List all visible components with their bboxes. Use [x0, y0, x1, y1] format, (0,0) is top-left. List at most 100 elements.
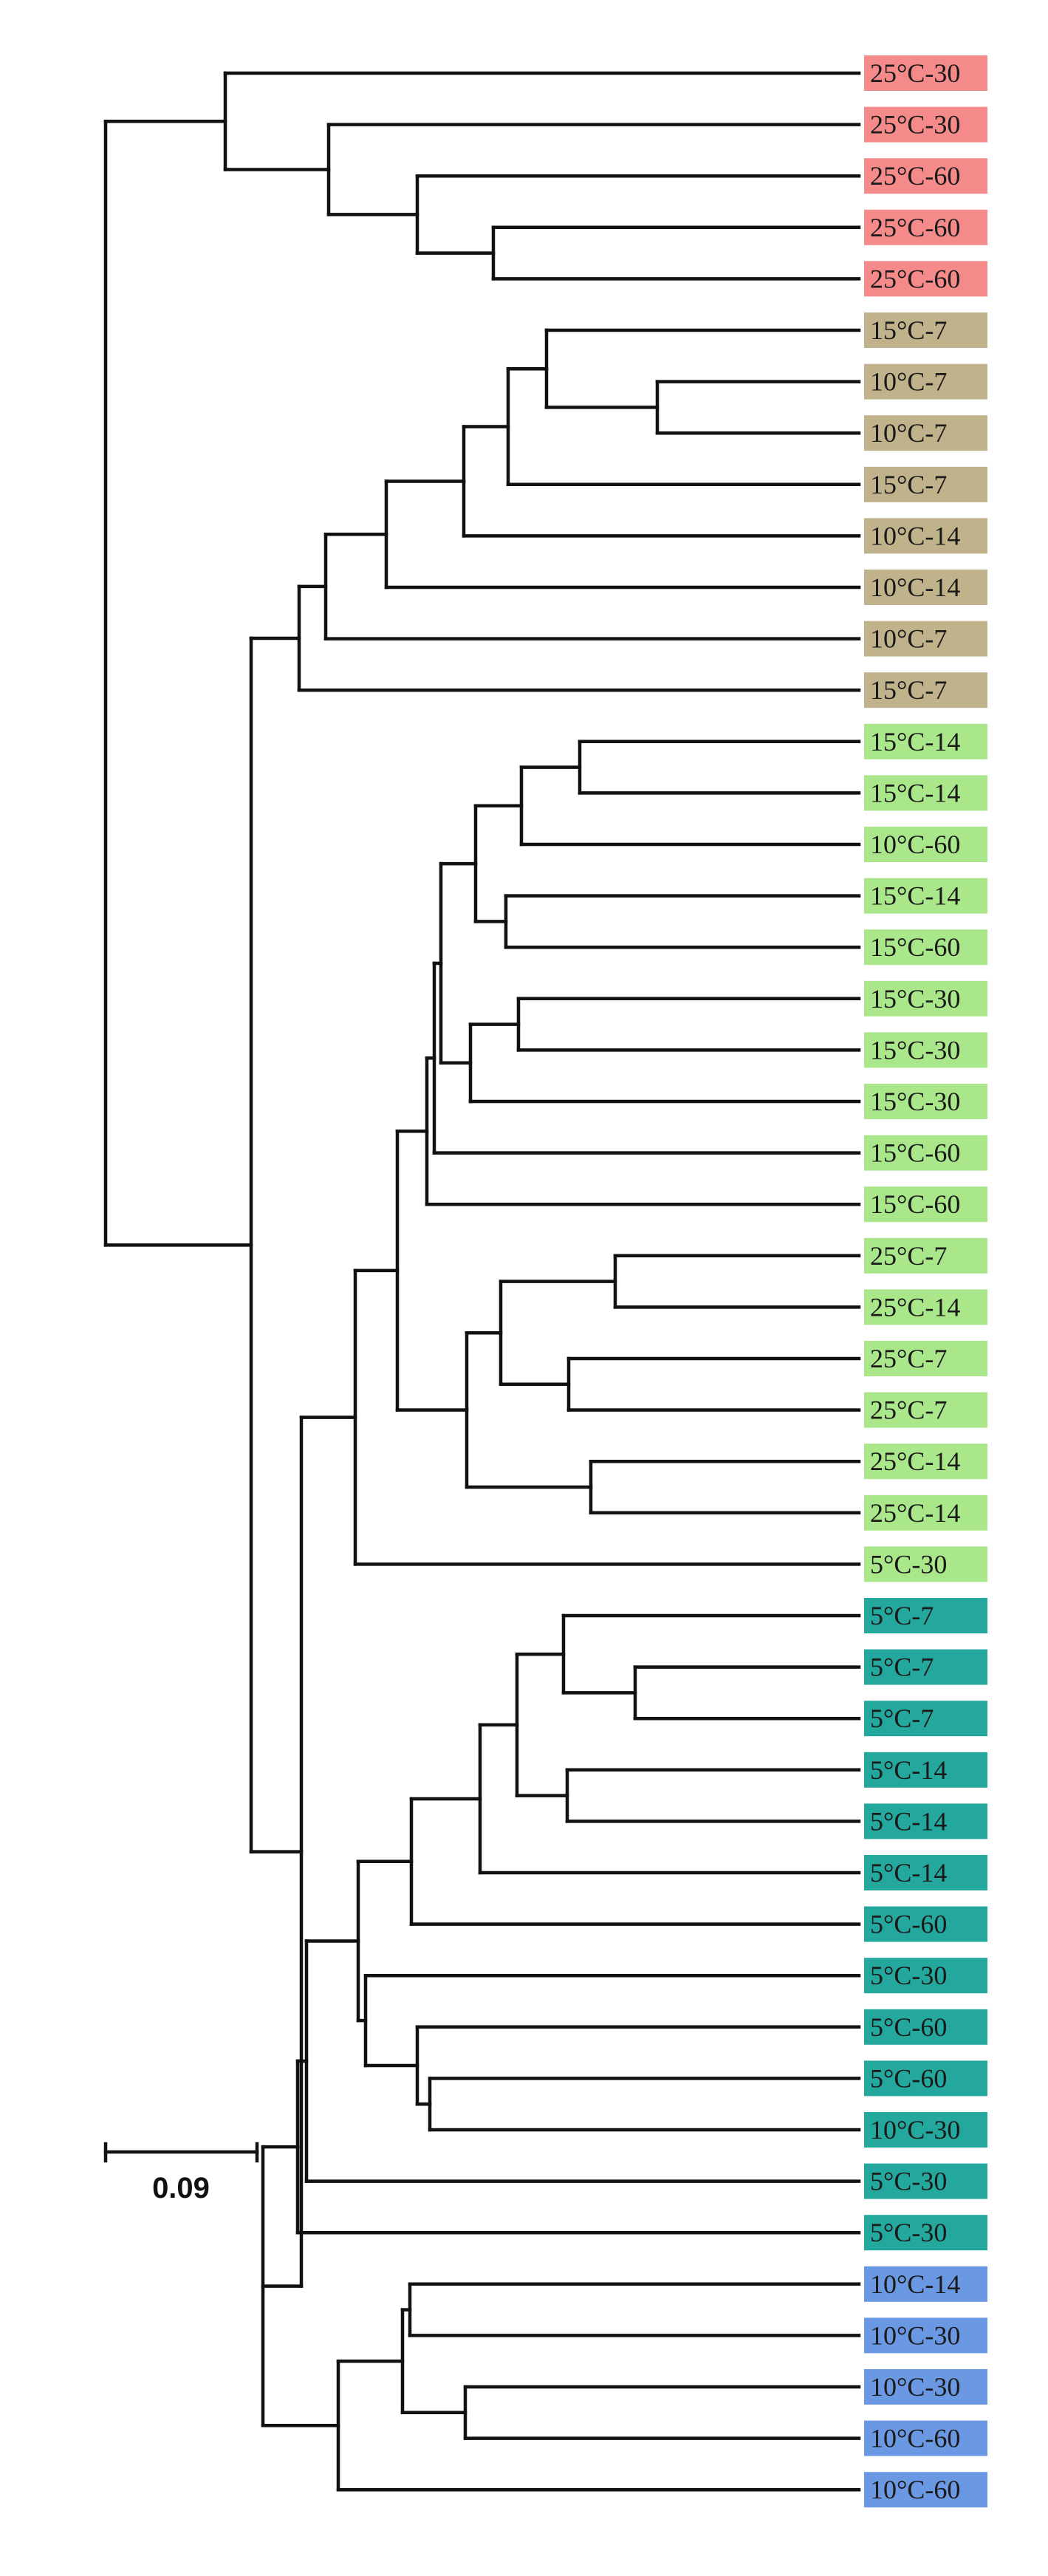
- leaf-label: 10°C-60: [870, 2424, 960, 2453]
- leaf-label: 25°C-14: [870, 1292, 960, 1322]
- leaf-label-box: [864, 1649, 987, 1685]
- leaf-label-group: 25°C-14: [864, 1494, 987, 1531]
- leaf-label: 5°C-60: [870, 2012, 947, 2042]
- leaf-label: 15°C-60: [870, 1138, 960, 1168]
- leaf-label: 5°C-7: [870, 1704, 934, 1733]
- leaf-label: 10°C-60: [870, 830, 960, 859]
- leaf-label: 5°C-14: [870, 1806, 947, 1836]
- leaf-label-box: [864, 1906, 987, 1942]
- scale-bar-label: 0.09: [152, 2172, 210, 2204]
- leaf-label: 10°C-7: [870, 624, 947, 654]
- leaf-label: 15°C-30: [870, 1087, 960, 1116]
- leaf-label-box: [864, 312, 987, 348]
- leaf-label-group: 5°C-7: [864, 1701, 987, 1737]
- leaf-label-group: 10°C-60: [864, 2420, 987, 2456]
- leaf-label-box: [864, 1444, 987, 1480]
- leaf-label-box: [864, 1701, 987, 1737]
- leaf-label: 15°C-14: [870, 881, 960, 911]
- leaf-label: 5°C-30: [870, 1549, 947, 1579]
- leaf-label-box: [864, 518, 987, 554]
- leaf-label-group: 10°C-14: [864, 2266, 987, 2302]
- leaf-label: 10°C-14: [870, 521, 960, 550]
- leaf-label-group: 25°C-7: [864, 1392, 987, 1428]
- leaf-label-box: [864, 2420, 987, 2456]
- leaf-label-box: [864, 570, 987, 605]
- leaf-label-box: [864, 1237, 987, 1274]
- leaf-label: 25°C-60: [870, 213, 960, 242]
- leaf-label-group: 25°C-7: [864, 1237, 987, 1274]
- leaf-label-group: 25°C-60: [864, 209, 987, 245]
- leaf-label-group: 25°C-30: [864, 106, 987, 143]
- leaf-label: 10°C-30: [870, 2320, 960, 2350]
- leaf-label-group: 10°C-7: [864, 415, 987, 451]
- leaf-label-group: 5°C-7: [864, 1649, 987, 1685]
- leaf-label: 10°C-7: [870, 367, 947, 397]
- leaf-label-group: 5°C-14: [864, 1855, 987, 1890]
- leaf-label: 25°C-14: [870, 1498, 960, 1528]
- leaf-label-group: 5°C-7: [864, 1598, 987, 1633]
- leaf-label-box: [864, 1494, 987, 1531]
- leaf-label-group: 15°C-30: [864, 980, 987, 1017]
- leaf-label-group: 10°C-7: [864, 363, 987, 400]
- leaf-label-box: [864, 1084, 987, 1119]
- leaf-label-box: [864, 1392, 987, 1428]
- leaf-label: 15°C-30: [870, 1035, 960, 1065]
- leaf-label: 25°C-7: [870, 1395, 947, 1425]
- leaf-label-group: 5°C-60: [864, 1906, 987, 1942]
- leaf-label-box: [864, 2112, 987, 2148]
- leaf-label-group: 10°C-30: [864, 2112, 987, 2148]
- leaf-label: 10°C-7: [870, 418, 947, 448]
- leaf-label-box: [864, 1855, 987, 1890]
- leaf-label: 25°C-60: [870, 264, 960, 293]
- leaf-label-group: 25°C-14: [864, 1289, 987, 1325]
- leaf-label-group: 10°C-30: [864, 2317, 987, 2354]
- leaf-label-group: 15°C-14: [864, 775, 987, 811]
- leaf-label: 10°C-60: [870, 2475, 960, 2504]
- leaf-label: 5°C-60: [870, 1910, 947, 1939]
- leaf-label-group: 25°C-7: [864, 1341, 987, 1376]
- leaf-label-group: 10°C-30: [864, 2369, 987, 2405]
- leaf-label: 15°C-7: [870, 675, 947, 705]
- leaf-label-box: [864, 878, 987, 914]
- leaf-label-box: [864, 980, 987, 1017]
- leaf-label-group: 25°C-30: [864, 55, 987, 91]
- leaf-label: 5°C-60: [870, 2063, 947, 2093]
- leaf-label-box: [864, 621, 987, 657]
- leaf-label-box: [864, 209, 987, 245]
- leaf-label-box: [864, 2163, 987, 2199]
- leaf-label-group: 5°C-30: [864, 1546, 987, 1582]
- leaf-label-group: 5°C-30: [864, 1958, 987, 1994]
- leaf-label-box: [864, 106, 987, 143]
- leaf-label: 15°C-30: [870, 984, 960, 1014]
- leaf-label-group: 15°C-60: [864, 929, 987, 966]
- leaf-label: 15°C-14: [870, 778, 960, 807]
- leaf-label: 15°C-7: [870, 470, 947, 499]
- leaf-label: 5°C-30: [870, 2218, 947, 2247]
- leaf-label-box: [864, 363, 987, 400]
- leaf-label-box: [864, 1598, 987, 1633]
- leaf-label-group: 15°C-30: [864, 1084, 987, 1119]
- leaf-label-group: 10°C-7: [864, 621, 987, 657]
- scale-bar: 0.09: [103, 2142, 259, 2204]
- leaf-label-box: [864, 158, 987, 194]
- leaf-label-group: 25°C-14: [864, 1444, 987, 1480]
- leaf-labels: 25°C-30 25°C-30 25°C-60 25°C-60 25°C-60 15°C-…: [864, 55, 987, 2508]
- leaf-label-group: 10°C-14: [864, 518, 987, 554]
- leaf-label-group: 15°C-7: [864, 466, 987, 502]
- leaf-label: 5°C-14: [870, 1858, 947, 1887]
- leaf-label-group: 10°C-60: [864, 2472, 987, 2508]
- leaf-label: 25°C-30: [870, 110, 960, 140]
- leaf-label: 10°C-30: [870, 2372, 960, 2402]
- leaf-label-group: 5°C-14: [864, 1752, 987, 1788]
- leaf-label-box: [864, 1289, 987, 1325]
- leaf-label-group: 25°C-60: [864, 261, 987, 297]
- leaf-label-box: [864, 1546, 987, 1582]
- leaf-label-box: [864, 672, 987, 708]
- leaf-label-box: [864, 1752, 987, 1788]
- leaf-label: 10°C-14: [870, 2269, 960, 2299]
- leaf-label: 15°C-60: [870, 1189, 960, 1219]
- leaf-label-box: [864, 2472, 987, 2508]
- leaf-label-box: [864, 929, 987, 966]
- leaf-label: 5°C-7: [870, 1601, 934, 1630]
